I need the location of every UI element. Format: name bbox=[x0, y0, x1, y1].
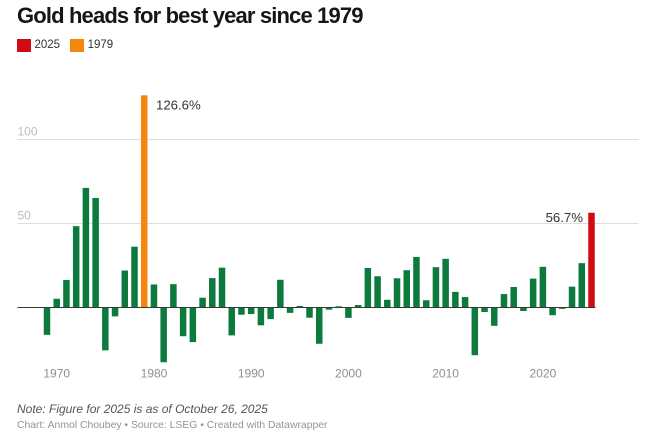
svg-text:100: 100 bbox=[18, 125, 38, 139]
svg-text:2000: 2000 bbox=[335, 367, 362, 381]
svg-text:56.7%: 56.7% bbox=[546, 210, 584, 225]
svg-text:1980: 1980 bbox=[141, 367, 168, 381]
svg-text:50: 50 bbox=[18, 209, 32, 223]
svg-text:1990: 1990 bbox=[238, 367, 265, 381]
svg-text:2010: 2010 bbox=[432, 367, 459, 381]
svg-text:126.6%: 126.6% bbox=[156, 97, 201, 112]
svg-text:2020: 2020 bbox=[530, 367, 557, 381]
svg-text:1970: 1970 bbox=[43, 367, 70, 381]
